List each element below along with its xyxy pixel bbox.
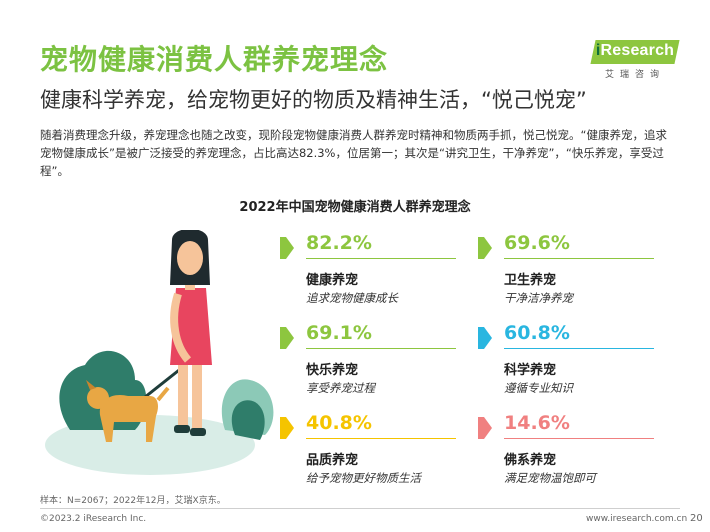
chevron-marker-icon [478, 237, 492, 259]
concept-name: 卫生养宠 [504, 273, 557, 288]
logo-wordmark: iResearch [595, 42, 675, 59]
concept-card: 82.2% 健康养宠追求宠物健康成长 [280, 232, 456, 312]
concept-underline [504, 258, 654, 259]
face [177, 241, 203, 275]
footer-divider [40, 508, 680, 509]
dog-ear [86, 380, 96, 390]
concept-percentage: 69.6% [504, 232, 570, 254]
concept-underline [306, 258, 456, 259]
concept-underline [504, 438, 654, 439]
chart-title: 2022年中国宠物健康消费人群养宠理念 [239, 200, 471, 215]
woman-walking-dog-illustration [45, 230, 274, 475]
concept-percentage: 60.8% [504, 322, 570, 344]
shoe-left [174, 425, 190, 433]
logo-subtitle: 艾瑞咨询 [604, 70, 665, 80]
concept-description: 遵循专业知识 [504, 381, 573, 395]
dog-head [87, 387, 109, 409]
concept-percentage: 40.8% [306, 412, 372, 434]
concept-percentage: 69.1% [306, 322, 372, 344]
description-paragraph: 随着消费理念升级，养宠理念也随之改变，现阶段宠物健康消费人群养宠时精神和物质两手… [40, 128, 667, 178]
concept-underline [504, 348, 654, 349]
concept-card: 14.6% 佛系养宠满足宠物温饱即可 [478, 412, 654, 492]
page-subtitle: 健康科学养宠，给宠物更好的物质及精神生活，“悦己悦宠” [40, 88, 587, 112]
concept-underline [306, 348, 456, 349]
copyright: ©2023.2 iResearch Inc. [40, 514, 147, 524]
concept-name: 科学养宠 [504, 363, 557, 378]
dog-tail [156, 386, 170, 402]
concept-description: 给予宠物更好物质生活 [306, 471, 421, 485]
page-number: 20 [690, 513, 703, 524]
concept-name: 快乐养宠 [306, 363, 359, 378]
arm [170, 292, 192, 363]
chevron-marker-icon [478, 417, 492, 439]
footnote: 样本：N=2067；2022年12月，艾瑞X京东。 [40, 496, 226, 506]
chevron-marker-icon [280, 417, 294, 439]
concept-description: 干净洁净养宠 [504, 291, 573, 305]
iresearch-logo: iResearch 艾瑞咨询 [585, 40, 685, 82]
chevron-marker-icon [280, 327, 294, 349]
concept-name: 佛系养宠 [504, 453, 557, 468]
leg-left [178, 350, 188, 428]
concept-card: 69.1% 快乐养宠享受养宠过程 [280, 322, 456, 402]
page-title: 宠物健康消费人群养宠理念 [40, 43, 389, 76]
concept-description: 享受养宠过程 [306, 381, 375, 395]
concept-percentage: 14.6% [504, 412, 570, 434]
dog-body [99, 394, 158, 442]
concept-name: 健康养宠 [306, 273, 359, 288]
concept-name: 品质养宠 [306, 453, 359, 468]
chevron-marker-icon [280, 237, 294, 259]
leg-right [192, 350, 202, 430]
concept-card: 69.6% 卫生养宠干净洁净养宠 [478, 232, 654, 312]
concept-description: 满足宠物温饱即可 [504, 471, 596, 485]
chevron-marker-icon [478, 327, 492, 349]
concept-underline [306, 438, 456, 439]
bush-right-dark [231, 400, 265, 440]
website: www.iresearch.com.cn [586, 514, 688, 524]
concept-card: 40.8% 品质养宠给予宠物更好物质生活 [280, 412, 456, 492]
concept-card: 60.8% 科学养宠遵循专业知识 [478, 322, 654, 402]
concept-description: 追求宠物健康成长 [306, 291, 398, 305]
shoe-right [190, 428, 206, 436]
concept-percentage: 82.2% [306, 232, 372, 254]
